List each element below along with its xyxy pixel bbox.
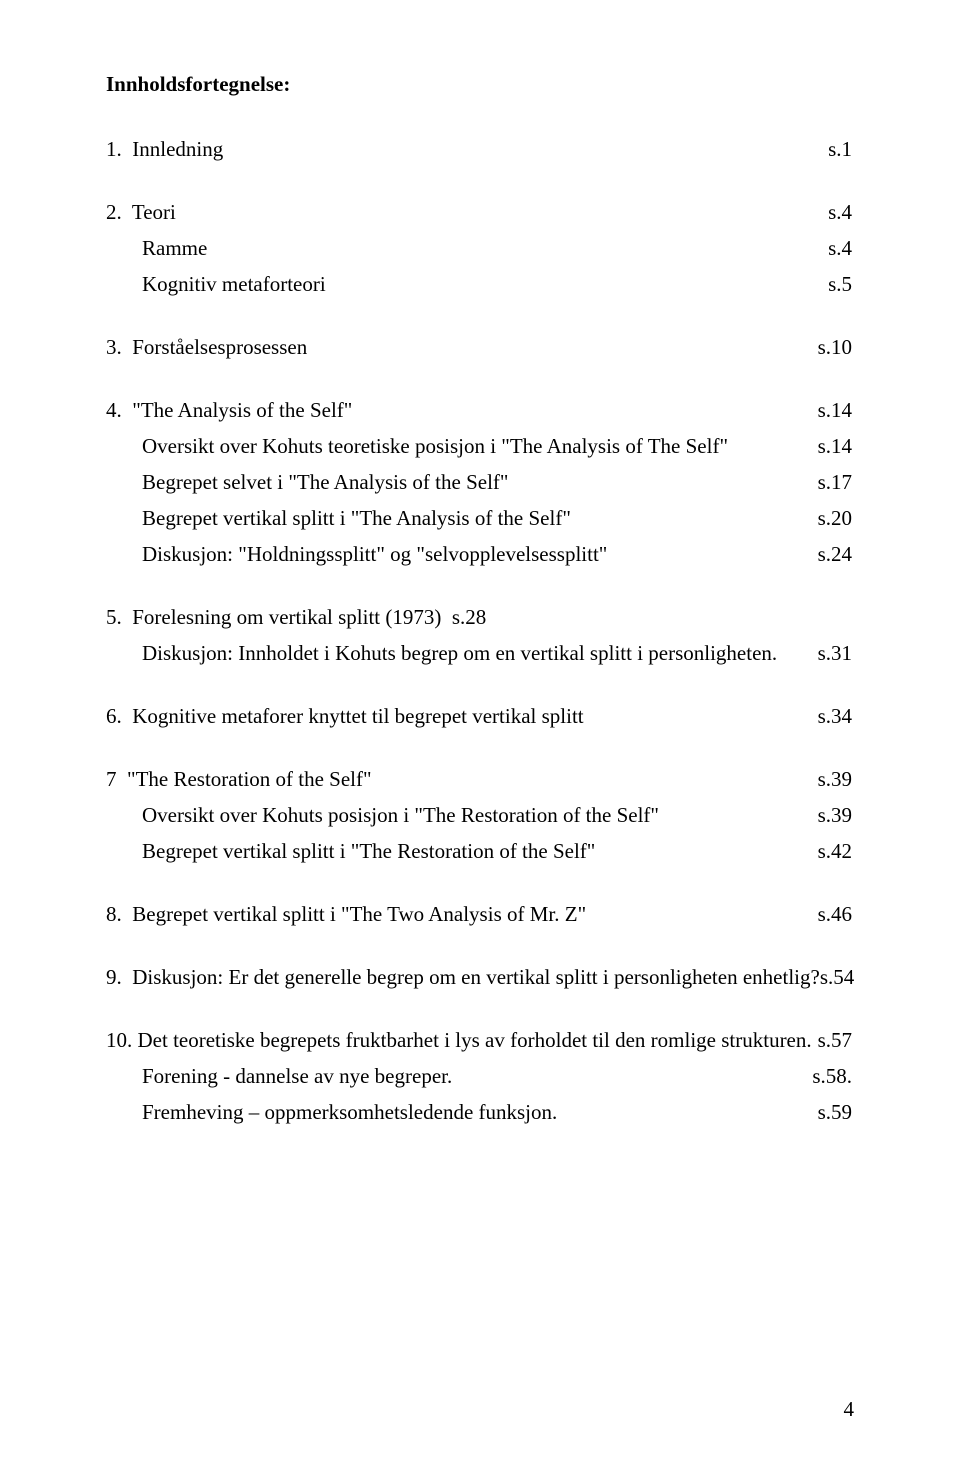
page-number: 4 bbox=[844, 1397, 855, 1422]
spacer bbox=[106, 664, 854, 706]
spacer bbox=[106, 988, 854, 1030]
toc-entry: Kognitiv metaforteori s.5 bbox=[106, 274, 854, 295]
toc-label: Begrepet selvet i "The Analysis of the S… bbox=[106, 472, 508, 493]
toc-entry: Oversikt over Kohuts posisjon i "The Res… bbox=[106, 805, 854, 826]
toc-page: s.58. bbox=[812, 1066, 852, 1087]
toc-page: s.14 bbox=[818, 436, 852, 457]
toc-page: s.54 bbox=[820, 967, 854, 988]
toc-label: 4. "The Analysis of the Self" bbox=[106, 400, 352, 421]
toc-page: s.1 bbox=[828, 139, 852, 160]
spacer bbox=[106, 925, 854, 967]
toc-entry: Oversikt over Kohuts teoretiske posisjon… bbox=[106, 436, 854, 457]
toc-label: Oversikt over Kohuts teoretiske posisjon… bbox=[106, 436, 728, 457]
toc-entry: 8. Begrepet vertikal splitt i "The Two A… bbox=[106, 904, 854, 925]
toc-entry: 3. Forståelsesprosessen s.10 bbox=[106, 337, 854, 358]
toc-label: Forening - dannelse av nye begreper. bbox=[106, 1066, 452, 1087]
toc-label: 6. Kognitive metaforer knyttet til begre… bbox=[106, 706, 584, 727]
toc-entry: Diskusjon: Innholdet i Kohuts begrep om … bbox=[106, 643, 854, 664]
toc-heading: Innholdsfortegnelse: bbox=[106, 72, 854, 97]
toc-entry: Diskusjon: "Holdningssplitt" og "selvopp… bbox=[106, 544, 854, 565]
toc-page: s.42 bbox=[818, 841, 852, 862]
toc-page: s.31 bbox=[818, 643, 852, 664]
toc-entry: 2. Teori s.4 bbox=[106, 202, 854, 223]
toc-label: Begrepet vertikal splitt i "The Analysis… bbox=[106, 508, 571, 529]
spacer bbox=[106, 295, 854, 337]
toc-page: s.34 bbox=[818, 706, 852, 727]
toc-entry: 6. Kognitive metaforer knyttet til begre… bbox=[106, 706, 854, 727]
spacer bbox=[106, 565, 854, 607]
spacer bbox=[106, 862, 854, 904]
toc-entry: Ramme s.4 bbox=[106, 238, 854, 259]
toc-label: 2. Teori bbox=[106, 202, 176, 223]
toc-page: s.57 bbox=[818, 1030, 852, 1051]
toc-entry: Begrepet vertikal splitt i "The Restorat… bbox=[106, 841, 854, 862]
toc-label: Begrepet vertikal splitt i "The Restorat… bbox=[106, 841, 595, 862]
toc-label: Fremheving – oppmerksomhetsledende funks… bbox=[106, 1102, 557, 1123]
toc-page: s.4 bbox=[828, 202, 852, 223]
toc-entry: 1. Innledning s.1 bbox=[106, 139, 854, 160]
toc-page: s.39 bbox=[818, 805, 852, 826]
toc-page: s.10 bbox=[818, 337, 852, 358]
toc-label: Kognitiv metaforteori bbox=[106, 274, 326, 295]
spacer bbox=[106, 358, 854, 400]
toc-entry: 7 "The Restoration of the Self" s.39 bbox=[106, 769, 854, 790]
spacer bbox=[106, 223, 854, 238]
toc-label: Oversikt over Kohuts posisjon i "The Res… bbox=[106, 805, 659, 826]
toc-entry: 5. Forelesning om vertikal splitt (1973)… bbox=[106, 607, 854, 628]
toc-page: s.14 bbox=[818, 400, 852, 421]
toc-label: 9. Diskusjon: Er det generelle begrep om… bbox=[106, 967, 820, 988]
toc-label: 8. Begrepet vertikal splitt i "The Two A… bbox=[106, 904, 586, 925]
toc-entry: 9. Diskusjon: Er det generelle begrep om… bbox=[106, 967, 854, 988]
document-page: Innholdsfortegnelse: 1. Innledning s.1 2… bbox=[0, 0, 960, 1458]
toc-page: s.59 bbox=[818, 1102, 852, 1123]
toc-page: s.39 bbox=[818, 769, 852, 790]
toc-entry: 10. Det teoretiske begrepets fruktbarhet… bbox=[106, 1030, 854, 1051]
toc-page: s.46 bbox=[818, 904, 852, 925]
toc-label: Diskusjon: Innholdet i Kohuts begrep om … bbox=[106, 643, 777, 664]
spacer bbox=[106, 727, 854, 769]
toc-page: s.17 bbox=[818, 472, 852, 493]
toc-entry: 4. "The Analysis of the Self" s.14 bbox=[106, 400, 854, 421]
toc-page: s.4 bbox=[828, 238, 852, 259]
toc-label: 3. Forståelsesprosessen bbox=[106, 337, 307, 358]
toc-label: Diskusjon: "Holdningssplitt" og "selvopp… bbox=[106, 544, 607, 565]
toc-label: 7 "The Restoration of the Self" bbox=[106, 769, 372, 790]
toc-entry: Begrepet vertikal splitt i "The Analysis… bbox=[106, 508, 854, 529]
spacer bbox=[106, 160, 854, 202]
toc-label: 10. Det teoretiske begrepets fruktbarhet… bbox=[106, 1030, 812, 1051]
toc-page: s.20 bbox=[818, 508, 852, 529]
toc-page: s.24 bbox=[818, 544, 852, 565]
toc-entry: Begrepet selvet i "The Analysis of the S… bbox=[106, 472, 854, 493]
toc-entry: Forening - dannelse av nye begreper. s.5… bbox=[106, 1066, 854, 1087]
toc-entry: Fremheving – oppmerksomhetsledende funks… bbox=[106, 1102, 854, 1123]
toc-page: s.5 bbox=[828, 274, 852, 295]
toc-label: Ramme bbox=[106, 238, 207, 259]
toc-label: 5. Forelesning om vertikal splitt (1973)… bbox=[106, 607, 486, 628]
toc-label: 1. Innledning bbox=[106, 139, 223, 160]
